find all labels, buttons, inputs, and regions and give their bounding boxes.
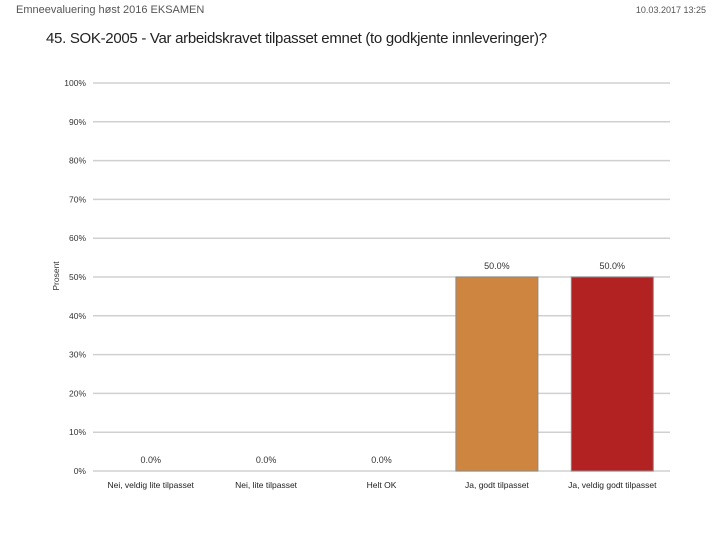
y-tick-label: 40% [69, 311, 86, 321]
category-label: Ja, godt tilpasset [465, 480, 529, 490]
y-tick-label: 0% [74, 466, 87, 476]
bar [455, 276, 539, 472]
data-label: 0.0% [256, 455, 277, 465]
data-label: 0.0% [371, 455, 392, 465]
chart-title: 45. SOK-2005 - Var arbeidskravet tilpass… [46, 30, 547, 47]
y-tick-label: 100% [64, 78, 86, 88]
report-header-title: Emneevaluering høst 2016 EKSAMEN [16, 4, 205, 16]
data-label: 0.0% [140, 455, 161, 465]
y-tick-label: 10% [69, 427, 86, 437]
category-label: Ja, veldig godt tilpasset [568, 480, 657, 490]
y-tick-label: 50% [69, 272, 86, 282]
data-label: 50.0% [600, 261, 626, 271]
y-tick-label: 30% [69, 350, 86, 360]
category-label: Nei, lite tilpasset [235, 480, 298, 490]
y-tick-label: 70% [69, 194, 86, 204]
y-tick-label: 90% [69, 117, 86, 127]
report-timestamp: 10.03.2017 13:25 [635, 5, 706, 15]
category-label: Nei, veldig lite tilpasset [107, 480, 194, 490]
y-tick-label: 20% [69, 388, 86, 398]
y-tick-label: 80% [69, 156, 86, 166]
bar [570, 276, 654, 472]
y-tick-label: 60% [69, 233, 86, 243]
data-label: 50.0% [484, 261, 510, 271]
y-axis-label: Prosent [51, 261, 61, 291]
category-label: Helt OK [367, 480, 397, 490]
